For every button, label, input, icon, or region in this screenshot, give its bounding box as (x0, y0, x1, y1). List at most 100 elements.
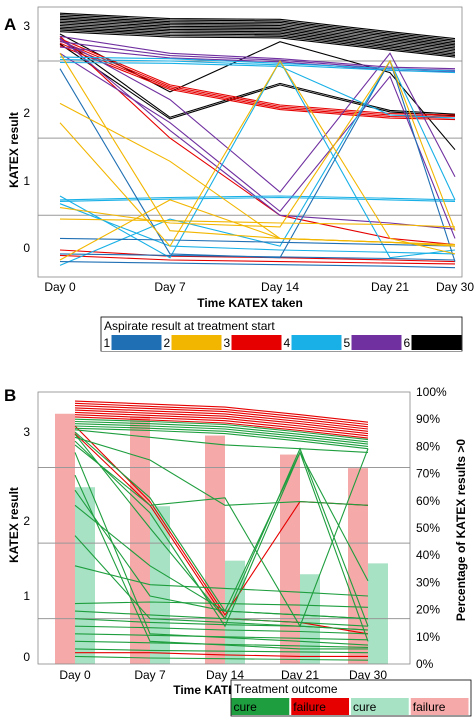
panel-b-series-line (74, 655, 369, 661)
panel-b-series-line (74, 402, 369, 426)
panel-a-series-line (59, 29, 456, 57)
panel-a-legend-label: 2 (164, 336, 171, 350)
panel-b-legend-swatch (351, 698, 409, 715)
panel-b-series-line (74, 648, 369, 654)
panel-b-right-y-tick-label: 80% (416, 439, 440, 453)
panel-a-legend: Aspirate result at treatment start 1 2 3 4 5… (100, 316, 463, 352)
panel-a-series-line (59, 18, 456, 46)
panel-b-series-line (74, 414, 369, 437)
panel-b-right-y-tick-label: 60% (416, 494, 440, 508)
panel-b-legend-label: cure (234, 700, 258, 714)
panel-a-series-line (59, 31, 456, 58)
panel-a-letter: A (4, 15, 16, 34)
panel-a-y-axis-label: KATEX result (7, 112, 21, 188)
panel-b-right-y-tick-label: 0% (416, 657, 434, 671)
panel-b-series-line (74, 423, 369, 445)
panel-a-x-axis-label: Time KATEX taken (197, 296, 303, 310)
panel-a-legend-label: 5 (344, 336, 351, 350)
panel-a-series-line (59, 58, 456, 74)
panel-a-series-line (59, 249, 456, 263)
panel-a-series-line (59, 199, 456, 261)
panel-a-series-line (59, 17, 456, 44)
panel-b-series-line (74, 565, 369, 597)
panel-a-y-tick-label: 0 (23, 241, 30, 255)
panel-b-x-tick-label: Day 7 (134, 668, 166, 682)
panel-b-y-tick-label: 3 (23, 425, 30, 439)
panel-b-series-line (74, 407, 369, 430)
panel-b-series-line (74, 429, 369, 453)
panel-b-legend-label: failure (293, 700, 326, 714)
panel-b-series-line (74, 427, 369, 450)
panel-b-legend-label: cure (353, 700, 377, 714)
panel-a-x-tick-label: Day 21 (371, 280, 409, 294)
panel-a-legend-swatch (411, 335, 462, 350)
panel-b-series-line (74, 601, 369, 608)
panel-a-series-line (59, 38, 456, 193)
panel-a-series-line (59, 254, 456, 265)
panel-b-y-axis-label: KATEX result (7, 487, 21, 563)
panel-b-x-tick-label: Day 21 (281, 668, 319, 682)
panel-a-series-line (59, 196, 456, 202)
panel-b-series-line (74, 436, 369, 506)
panel-a-series-line (59, 24, 456, 52)
panel-a-series-line (59, 53, 456, 247)
panel-b-legend-items: cure failure cure failure (231, 698, 469, 715)
panel-a-legend-items: 1 2 3 4 5 6 (101, 334, 462, 351)
panel-b-legend-swatch (410, 698, 469, 715)
panel-b-y-tick-label: 0 (23, 650, 30, 664)
panel-a-series-line (59, 38, 456, 116)
panel-b-legend-swatch (231, 698, 290, 715)
panel-a-legend-label: 3 (224, 336, 231, 350)
panel-a-series-line (59, 28, 456, 55)
panel-a-series-line (59, 20, 456, 47)
panel-b-x-tick-label: Day 30 (349, 668, 387, 682)
panel-a-series-line (59, 14, 456, 41)
panel-b-series-line (74, 625, 369, 635)
panel-a-series-line (59, 203, 456, 255)
panel-b-series-line (74, 610, 369, 627)
panel-a-y-ticks: 0 1 2 3 (23, 19, 30, 255)
panel-a: A 0 1 2 3 Day 0 Day 7 Day 14 Day 21 Day 30 Time… (4, 6, 474, 352)
panel-b-series-line (74, 420, 369, 443)
panel-a-series-line (59, 26, 456, 54)
panel-a-x-ticks: Day 0 Day 7 Day 14 Day 21 Day 30 (44, 280, 474, 294)
panel-b-legend-swatch (291, 698, 349, 715)
panel-a-legend-label: 1 (104, 336, 111, 350)
panel-a-series-line (59, 253, 456, 261)
panel-a-series-line (59, 59, 456, 266)
panel-a-series-line (59, 45, 456, 121)
panel-b-series-line (74, 640, 369, 648)
panel-a-series-line (59, 21, 456, 49)
panel-b-right-y-tick-label: 70% (416, 467, 440, 481)
panel-a-series-line (59, 15, 456, 43)
panel-b-right-y-tick-label: 100% (416, 385, 447, 399)
panel-b-failure-bar (280, 454, 300, 664)
panel-a-x-tick-label: Day 7 (154, 280, 186, 294)
panel-b-series-line (74, 400, 369, 423)
panel-a-legend-label: 6 (404, 336, 411, 350)
panel-a-legend-label: 4 (284, 336, 291, 350)
panel-a-y-tick-label: 2 (23, 106, 30, 120)
panel-b-right-y-tick-label: 10% (416, 630, 440, 644)
panel-a-series-line (59, 35, 456, 70)
panel-a-y-tick-label: 3 (23, 19, 30, 33)
panel-b-series-line (74, 633, 369, 641)
panel-b-right-y-tick-label: 90% (416, 412, 440, 426)
panel-b-x-ticks: Day 0 Day 7 Day 14 Day 21 Day 30 (59, 668, 387, 682)
panel-b-plot-frame (37, 391, 411, 665)
panel-a-x-tick-label: Day 30 (436, 280, 474, 294)
panel-a-plot-frame (37, 6, 463, 278)
panel-b-series-line (74, 405, 369, 428)
panel-b-y-tick-label: 2 (23, 514, 30, 528)
panel-a-series-line (59, 37, 456, 118)
panel-a-series-line (59, 261, 456, 269)
panel-b-legend-title: Treatment outcome (234, 682, 338, 696)
panel-a-legend-swatch (111, 335, 162, 350)
panel-b-series-lines (74, 400, 369, 661)
panel-b-x-tick-label: Day 0 (59, 668, 91, 682)
panel-b-x-tick-label: Day 14 (206, 668, 244, 682)
panel-a-series-line (59, 59, 456, 231)
panel-b-right-y-tick-label: 40% (416, 548, 440, 562)
panel-b-y-tick-label: 1 (23, 589, 30, 603)
